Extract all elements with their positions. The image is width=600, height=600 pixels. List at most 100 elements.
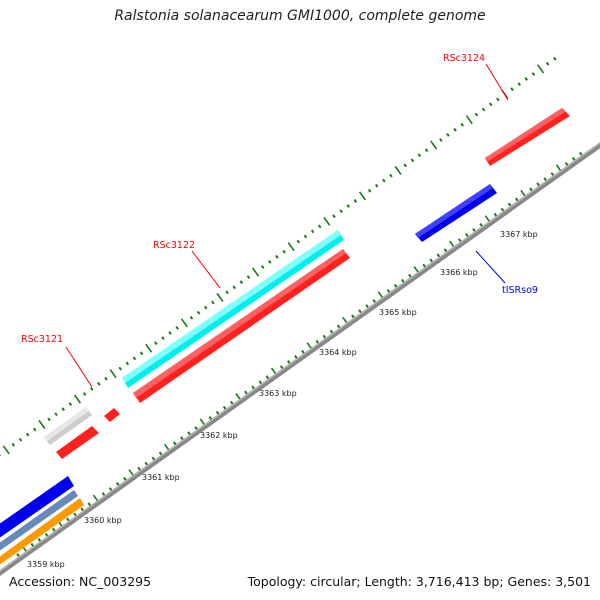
minor-tick [408, 273, 412, 278]
minor-tick [279, 365, 284, 369]
leader-rsc3124 [485, 63, 509, 101]
minor-tick [265, 375, 270, 380]
minor-tick [215, 410, 220, 415]
minor-tick [517, 82, 521, 86]
minor-tick [446, 133, 450, 137]
minor-tick [315, 339, 319, 344]
minor-tick [545, 61, 550, 66]
leader-rsc3122 [191, 250, 221, 289]
minor-tick [524, 77, 529, 81]
minor-tick [550, 172, 555, 176]
minor-tick [61, 407, 66, 412]
minor-tick [125, 361, 130, 366]
minor-tick [481, 107, 486, 112]
feature-blue-left[interactable] [0, 476, 74, 541]
minor-tick [108, 487, 113, 491]
major-tick [2, 445, 10, 455]
minor-tick [175, 326, 180, 330]
minor-tick [296, 239, 301, 244]
feature-rsc3122[interactable] [133, 249, 350, 403]
minor-tick [139, 351, 144, 356]
minor-tick [400, 278, 405, 283]
feature-orange-left[interactable] [0, 498, 84, 568]
minor-tick [353, 199, 358, 203]
minor-tick [275, 254, 279, 259]
minor-tick [358, 309, 362, 314]
minor-tick [172, 441, 177, 446]
minor-tick [229, 400, 234, 405]
minor-tick [529, 187, 533, 192]
major-tick [394, 165, 402, 175]
map-title: Ralstonia solanacearum GMI1000, complete… [114, 8, 486, 24]
minor-tick [303, 234, 308, 239]
feature-label-rsc3122: RSc3122 [153, 240, 195, 251]
minor-tick [488, 102, 493, 107]
minor-tick [496, 97, 500, 102]
minor-tick [151, 456, 156, 461]
minor-tick [154, 341, 158, 346]
minor-tick [104, 376, 108, 381]
minor-tick [11, 442, 16, 447]
minor-tick [346, 204, 350, 208]
tick-label: 3366 kbp [440, 268, 478, 277]
major-tick [109, 369, 117, 379]
minor-tick [389, 173, 393, 178]
minor-tick [251, 385, 255, 390]
minor-tick [571, 156, 576, 161]
minor-tick [531, 72, 536, 76]
feature-steel-left[interactable] [0, 490, 78, 554]
major-tick [537, 64, 545, 74]
major-tick [38, 419, 46, 429]
minor-tick [393, 283, 398, 288]
minor-tick [101, 492, 106, 496]
tick-label: 3365 kbp [379, 308, 417, 317]
leader-tisrso9 [475, 250, 506, 284]
minor-tick [339, 209, 343, 213]
minor-tick [203, 305, 208, 310]
feature-cds-red-small[interactable] [56, 426, 99, 459]
minor-tick [386, 289, 391, 293]
minor-tick [89, 387, 94, 391]
minor-tick [332, 214, 336, 219]
minor-tick [51, 527, 56, 532]
minor-tick [32, 427, 37, 432]
minor-tick [180, 436, 184, 441]
minor-tick [187, 431, 191, 435]
minor-tick [310, 229, 315, 234]
minor-tick [457, 238, 462, 242]
minor-tick [137, 466, 141, 471]
genome-summary-text: Topology: circular; Length: 3,716,413 bp… [247, 574, 591, 589]
minor-tick [268, 260, 272, 264]
minor-tick [286, 360, 291, 364]
minor-tick [211, 300, 215, 305]
feature-rsc3121[interactable] [104, 408, 120, 422]
major-tick [216, 292, 224, 302]
minor-tick [472, 228, 476, 232]
tick-track-outer [0, 56, 557, 457]
minor-tick [301, 349, 305, 354]
minor-tick [564, 162, 569, 166]
major-tick [323, 216, 331, 226]
feature-rsc3122-cyan[interactable] [122, 230, 344, 388]
tick-label: 3361 kbp [142, 473, 180, 482]
minor-tick [493, 212, 498, 217]
minor-tick [510, 87, 514, 92]
minor-tick [161, 336, 165, 340]
minor-tick [194, 426, 198, 430]
minor-tick [54, 412, 58, 417]
leader-rsc3121 [65, 346, 93, 388]
tick-label: 3364 kbp [319, 348, 357, 357]
minor-tick [367, 188, 372, 193]
feature-rna-grey[interactable] [44, 407, 92, 445]
major-tick [358, 191, 367, 201]
minor-tick [460, 122, 464, 127]
feature-rsc3124[interactable] [485, 108, 570, 166]
minor-tick [68, 402, 73, 406]
minor-tick [403, 163, 407, 168]
minor-tick [158, 451, 163, 456]
feature-tisrso9[interactable] [415, 184, 497, 242]
minor-tick [82, 392, 87, 396]
minor-tick [16, 553, 20, 557]
minor-tick [37, 537, 42, 542]
